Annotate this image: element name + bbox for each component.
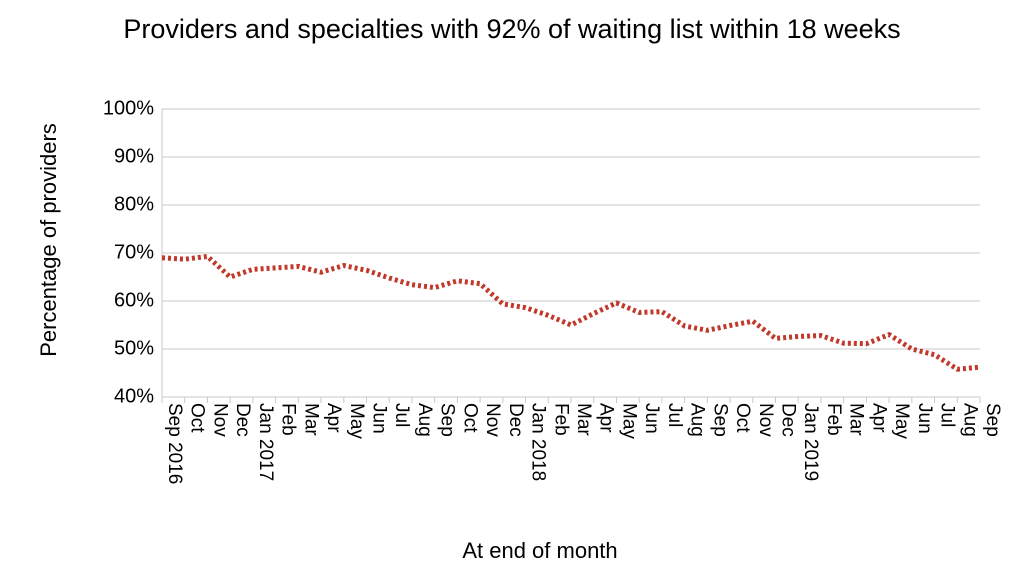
x-tick-label: Oct — [732, 403, 753, 433]
x-tick-label: Oct — [459, 403, 480, 433]
y-tick-label: 40% — [114, 385, 154, 407]
x-tick-label: Feb — [278, 403, 299, 436]
data-point — [661, 311, 662, 312]
data-point — [184, 259, 185, 260]
x-tick-label: Feb — [823, 403, 844, 436]
gridlines — [161, 108, 981, 403]
x-tick-label: Dec — [232, 403, 253, 437]
data-point — [434, 287, 435, 288]
y-axis-title: Percentage of providers — [36, 123, 61, 357]
x-tick-label: Sep — [982, 403, 1003, 437]
x-tick-label: May — [346, 403, 367, 439]
data-point — [207, 256, 208, 257]
x-tick-label: Aug — [959, 403, 980, 437]
x-tick-label: Nov — [755, 403, 776, 437]
data-point — [502, 303, 503, 304]
series-line — [161, 253, 981, 372]
x-tick-label: Dec — [778, 403, 799, 437]
x-tick-label: Sep — [437, 403, 458, 437]
y-axis-ticks: 40% 50% 60% 70% 80% 90% 100% — [103, 97, 154, 407]
data-point — [980, 367, 981, 368]
data-point — [775, 338, 776, 339]
x-tick-label: May — [618, 403, 639, 439]
x-axis-title: At end of month — [462, 538, 617, 563]
x-tick-label: Mar — [846, 403, 867, 436]
x-tick-label: Jun — [641, 403, 662, 434]
x-tick-label: Sep — [709, 403, 730, 437]
data-point — [252, 269, 253, 270]
x-tick-label: Jun — [914, 403, 935, 434]
series-line-layer — [161, 253, 981, 372]
data-point — [457, 280, 458, 281]
y-tick-label: 100% — [103, 97, 154, 119]
x-tick-label: Jul — [937, 403, 958, 427]
y-tick-label: 80% — [114, 193, 154, 215]
data-point — [230, 277, 231, 278]
x-tick-label: Nov — [482, 403, 503, 437]
x-tick-label: Apr — [323, 403, 344, 433]
x-tick-label: Apr — [596, 403, 617, 433]
x-tick-label: Mar — [300, 403, 321, 436]
data-point — [571, 325, 572, 326]
x-tick-label: Aug — [414, 403, 435, 437]
chart-title: Providers and specialties with 92% of wa… — [123, 14, 901, 44]
x-tick-label: Nov — [209, 403, 230, 437]
x-tick-label: May — [891, 403, 912, 439]
x-tick-label: Mar — [573, 403, 594, 436]
x-tick-label: Feb — [550, 403, 571, 436]
y-tick-label: 60% — [114, 289, 154, 311]
x-tick-label: Aug — [687, 403, 708, 437]
data-point — [593, 313, 594, 314]
x-tick-label: Jul — [664, 403, 685, 427]
x-tick-label: Jan 2017 — [255, 403, 276, 481]
y-tick-label: 90% — [114, 145, 154, 167]
x-tick-label: Apr — [868, 403, 889, 433]
x-tick-label: Jul — [391, 403, 412, 427]
x-tick-label: Sep 2016 — [164, 403, 185, 484]
y-tick-label: 50% — [114, 337, 154, 359]
data-point — [480, 283, 481, 284]
x-tick-label: Dec — [505, 403, 526, 437]
x-tick-label: Jun — [369, 403, 390, 434]
x-tick-label: Jan 2019 — [800, 403, 821, 481]
x-tick-label: Jan 2018 — [528, 403, 549, 481]
x-tick-label: Oct — [187, 403, 208, 433]
y-tick-label: 70% — [114, 241, 154, 263]
x-axis-ticks: Sep 2016 Oct Nov Dec Jan 2017 Feb Mar Apr May Jun… — [164, 403, 1003, 484]
